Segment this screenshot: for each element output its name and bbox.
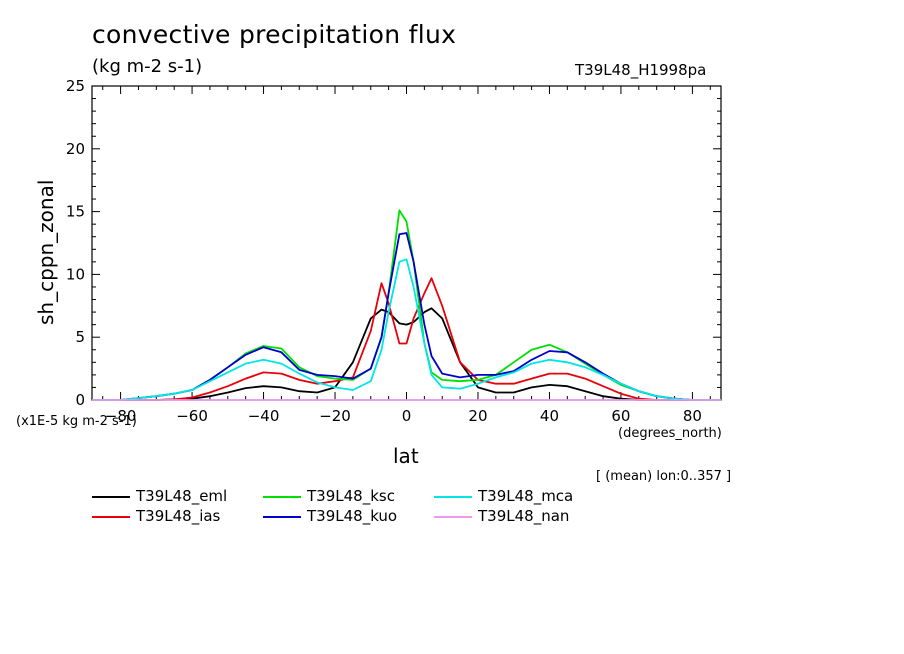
series-line-T39L48_kuo xyxy=(92,232,721,401)
legend-label: T39L48_mca xyxy=(478,487,574,505)
legend-swatch xyxy=(263,516,301,518)
x-tick-label: 60 xyxy=(611,407,630,425)
x-tick-label: −20 xyxy=(319,407,351,425)
legend-swatch xyxy=(92,496,130,498)
legend-label: T39L48_eml xyxy=(136,487,228,505)
x-tick-label: 20 xyxy=(468,407,487,425)
x-axis-label: lat xyxy=(393,444,419,468)
chart-title: convective precipitation flux xyxy=(92,20,457,49)
legend-swatch xyxy=(92,516,130,518)
x-tick-label: 40 xyxy=(540,407,559,425)
x-tick-label: −60 xyxy=(176,407,208,425)
y-tick-label: 5 xyxy=(75,328,85,346)
legend-swatch xyxy=(434,516,472,518)
x-tick-label: 80 xyxy=(683,407,702,425)
y-tick-label: 10 xyxy=(66,265,85,283)
y-tick-label: 20 xyxy=(66,140,85,158)
x-tick-label: 0 xyxy=(402,407,412,425)
plot-frame xyxy=(91,85,722,401)
scale-note: (x1E-5 kg m-2 s-1) xyxy=(16,414,137,429)
series-line-T39L48_eml xyxy=(92,307,721,401)
mean-note: [ (mean) lon:0..357 ] xyxy=(596,469,732,484)
series-line-T39L48_mca xyxy=(92,258,721,401)
legend-label: T39L48_kuo xyxy=(307,507,398,525)
run-label: T39L48_H1998pa xyxy=(575,61,707,79)
series-line-T39L48_ksc xyxy=(92,209,721,401)
legend-label: T39L48_nan xyxy=(478,507,570,525)
y-tick-label: 25 xyxy=(66,77,85,95)
legend-label: T39L48_ksc xyxy=(307,487,395,505)
x-tick-label: −80 xyxy=(105,407,137,425)
series-lines xyxy=(92,209,721,401)
x-axis-units: (degrees_north) xyxy=(618,426,722,441)
series-line-T39L48_ias xyxy=(92,277,721,401)
x-tick-label: −40 xyxy=(248,407,280,425)
chart-subtitle: (kg m-2 s-1) xyxy=(92,56,203,77)
legend-swatch xyxy=(434,496,472,498)
y-tick-label: 15 xyxy=(66,203,85,221)
legend-swatch xyxy=(263,496,301,498)
y-tick-label: 0 xyxy=(75,391,85,409)
legend-label: T39L48_ias xyxy=(136,507,221,525)
